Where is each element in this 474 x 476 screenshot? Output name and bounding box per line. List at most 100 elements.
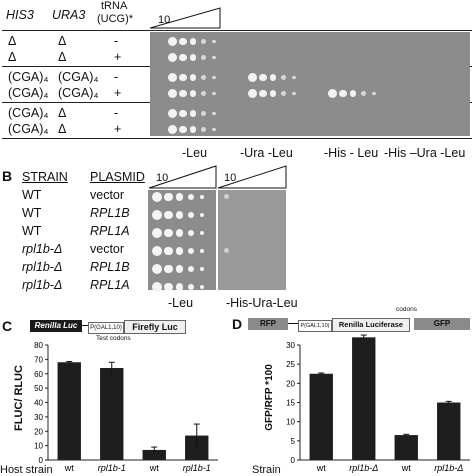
media-label: -His-Ura-Leu [226,296,298,310]
colony [190,90,197,97]
dilution-wedges [150,7,221,29]
y-tick-label: 30 [286,341,295,350]
colony [212,127,216,132]
plasmid-label: RPL1B [90,260,130,274]
colony [179,53,187,62]
plasmid-label: vector [90,188,125,202]
colony [152,228,162,238]
y-tick-label: 0 [291,456,296,465]
colony [152,282,162,292]
plasmid-header: PLASMID [90,170,145,184]
strain-label: WT [22,224,42,238]
colony [176,211,184,219]
colony [200,194,205,200]
colony [200,266,205,272]
colony [281,74,287,81]
colony [201,74,207,81]
gfp-box: GFP [414,318,470,330]
plasmid-label: vector [90,242,125,256]
colony [200,284,205,290]
colony [281,90,287,97]
bar [437,402,461,460]
media-label: -His –Ura -Leu [384,146,466,160]
ura3-genotype: Δ [58,50,67,64]
trna-status: - [114,34,119,48]
colony [190,74,197,81]
bar [142,449,166,460]
firefly-luc-box: Firefly Luc [124,320,186,334]
panel-letter: D [232,316,243,332]
colony [212,55,216,60]
bar [394,435,418,460]
trna-header-line2: (UCG)* [97,13,134,25]
x-tick-label: rpl1b-1 [98,463,126,473]
strain-label: WT [22,188,42,202]
x-tick-label: wt [149,463,159,473]
plasmid-label: RPL1A [90,278,130,292]
bar [100,368,124,460]
ura3-genotype: (CGA)₄ [58,86,99,100]
his3-genotype: (CGA)₄ [8,70,49,84]
colony [292,91,296,96]
trna-header-line1: tRNA [101,0,128,12]
divider [82,325,88,326]
x-tick-label: rpl1b-Δ [434,463,463,473]
y-tick-label: 40 [34,399,43,408]
colony [168,89,177,98]
his3-genotype: Δ [8,50,17,64]
his3-genotype: (CGA)₄ [8,86,49,100]
promoter-box: P(GAL1,10) [88,322,124,334]
y-tick-label: 20 [286,379,295,388]
x-axis-prefix: Host strain [0,464,53,476]
colony [200,212,205,218]
colony [176,283,184,291]
colony [201,38,207,45]
ura3-genotype: Δ [58,122,67,136]
y-tick-label: 0 [39,456,44,465]
colony [372,91,376,96]
bar [185,435,209,460]
y-tick-label: 10 [286,418,295,427]
colony [152,246,162,256]
colony [328,89,337,98]
colony [188,194,194,200]
divider [288,323,298,324]
strain-label: rpl1b-Δ [22,242,63,256]
colony [259,73,267,82]
strain-label: rpl1b-Δ [22,278,63,292]
colony [339,89,347,98]
y-tick-label: 10 [34,442,43,451]
y-tick-label: 50 [34,384,43,393]
colony [200,248,205,254]
colony [188,248,194,254]
colony [168,37,177,46]
colony [164,228,173,238]
dilution-label-b: 10 [224,172,237,184]
colony [168,125,177,134]
y-tick-label: 25 [286,360,295,369]
test-codons-label: Test codons [96,335,131,342]
panel-a-plates [150,32,470,136]
colony [188,212,194,218]
ura3-genotype: Δ [58,106,67,120]
colony [292,75,296,80]
colony [270,74,277,81]
y-axis-label: GFP/RFP *100 [263,364,275,431]
his3-genotype: Δ [8,34,17,48]
media-label: -Leu [168,296,194,310]
colony [164,282,173,292]
divider [2,30,472,31]
colony [179,109,187,118]
colony [168,53,177,62]
trna-status: - [114,106,119,120]
colony [179,73,187,82]
y-tick-label: 80 [34,341,43,350]
his3-genotype: (CGA)₄ [8,122,49,136]
colony [164,210,173,220]
colony [224,194,229,199]
colony [361,90,367,97]
x-tick-label: rpl1b-Δ [349,463,378,473]
divider [2,138,472,139]
